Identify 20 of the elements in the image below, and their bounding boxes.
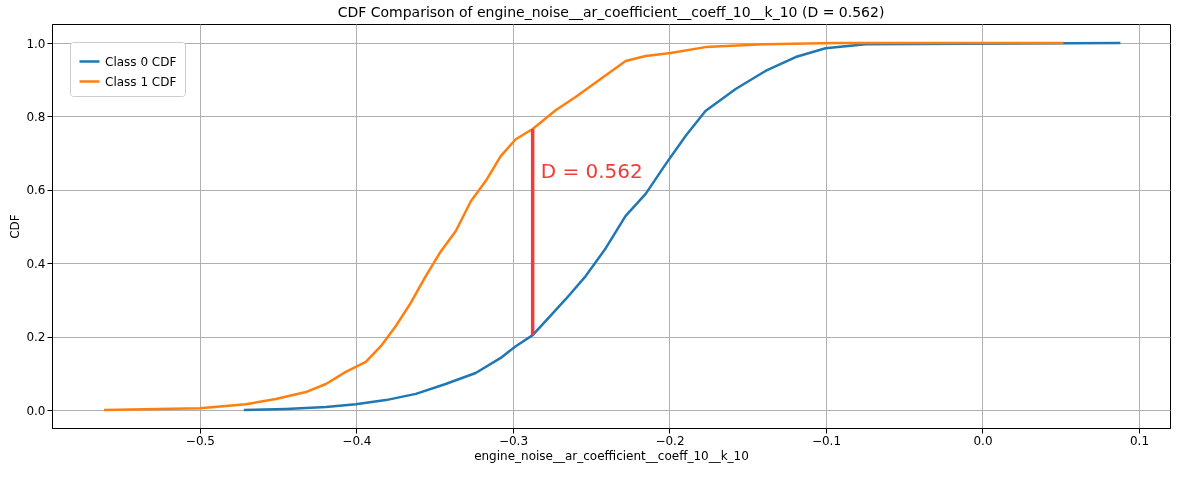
y-tick-label: 0.0	[26, 403, 46, 418]
x-tick-label: 0.1	[1129, 433, 1150, 448]
y-tick-label: 1.0	[26, 36, 46, 51]
x-tick-label: −0.4	[342, 433, 372, 448]
legend-label: Class 1 CDF	[105, 74, 177, 89]
y-tick-label: 0.6	[26, 183, 46, 198]
y-tick-label: 0.2	[26, 330, 46, 345]
y-axis-title: CDF	[8, 214, 23, 239]
chart-title: CDF Comparison of engine_noise__ar_coefficient__coeff_10__k_10 (D = 0.562)	[337, 4, 885, 20]
x-tick-label: −0.5	[185, 433, 215, 448]
annotation: D = 0.562	[540, 158, 643, 183]
y-tick-label: 0.4	[26, 256, 46, 271]
x-tick-label: 0.0	[973, 433, 993, 448]
x-tick-label: −0.3	[498, 433, 529, 448]
line-series	[102, 41, 1065, 412]
legend-label: Class 0 CDF	[105, 54, 177, 69]
x-tick-label: −0.1	[811, 433, 842, 448]
y-tick-label: 0.8	[26, 109, 46, 124]
x-axis-title: engine_noise__ar_coefficient__coeff_10__k_10	[474, 448, 749, 463]
x-tick-label: −0.2	[655, 433, 685, 448]
